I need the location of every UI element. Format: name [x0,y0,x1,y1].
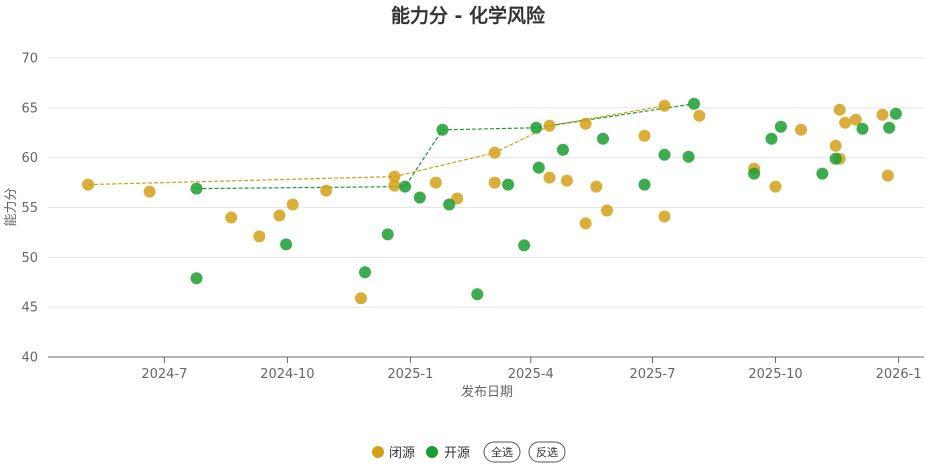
point-open[interactable] [829,152,842,165]
point-open[interactable] [682,150,695,163]
point-closed[interactable] [658,210,671,223]
x-tick-label: 2025-7 [629,367,675,382]
select-all-label: 全选 [491,445,513,459]
y-tick-label: 50 [21,251,38,266]
point-open[interactable] [658,148,671,161]
point-open[interactable] [748,167,761,180]
invert-selection-pill [528,441,566,463]
point-closed[interactable] [388,170,401,183]
x-tick-label: 2026-1 [876,367,922,382]
point-closed[interactable] [590,180,603,193]
point-open[interactable] [638,178,651,191]
legend: 闭源 开源 全选 反选 [372,441,566,463]
point-open[interactable] [280,238,293,251]
point-closed[interactable] [693,109,706,122]
point-closed[interactable] [388,179,401,192]
point-open[interactable] [518,239,531,252]
point-closed[interactable] [320,184,333,197]
point-closed[interactable] [658,99,671,112]
select-all-pill [483,441,521,463]
scatter-points [82,97,902,305]
point-open[interactable] [530,121,543,134]
legend-marker-open [426,446,438,458]
point-closed[interactable] [488,146,501,159]
x-axis-title: 发布日期 [461,384,513,400]
point-closed[interactable] [286,198,299,211]
x-tick-label: 2024-10 [260,367,314,382]
point-closed[interactable] [881,169,894,182]
point-open[interactable] [399,180,412,193]
legend-item-open[interactable]: 开源 [426,446,470,461]
y-tick-label: 65 [21,101,38,116]
y-axis-title: 能力分 [4,187,19,226]
point-open[interactable] [502,178,515,191]
point-open[interactable] [889,107,902,120]
x-tick-label: 2024-7 [141,367,187,382]
point-closed[interactable] [560,174,573,187]
frontier-line-open [196,103,695,190]
point-open[interactable] [774,120,787,133]
point-closed[interactable] [579,217,592,230]
y-tick-label: 60 [21,151,38,166]
point-open[interactable] [597,132,609,145]
point-closed[interactable] [253,230,266,243]
point-open[interactable] [688,97,700,110]
point-open[interactable] [883,121,896,134]
legend-label-open: 开源 [444,446,470,461]
y-tick-label: 40 [21,351,38,366]
select-all-button[interactable]: 全选 [483,441,521,463]
point-open[interactable] [436,123,449,136]
point-closed[interactable] [543,119,556,132]
point-open[interactable] [381,228,394,241]
point-closed[interactable] [638,129,651,142]
point-closed[interactable] [355,292,367,305]
point-closed[interactable] [876,108,889,121]
point-closed[interactable] [143,185,156,198]
point-closed[interactable] [429,176,442,189]
point-closed[interactable] [833,103,846,116]
point-closed[interactable] [579,117,592,130]
point-closed[interactable] [488,176,501,189]
point-open[interactable] [443,198,456,211]
point-closed[interactable] [839,116,852,129]
point-closed[interactable] [225,211,238,224]
point-open[interactable] [856,122,869,135]
point-closed[interactable] [543,171,556,184]
point-closed[interactable] [849,113,862,126]
chart-title: 能力分 - 化学风险 [391,4,546,27]
invert-selection-label: 反选 [536,446,558,459]
x-axis-ticks: 2024-7 2024-10 2025-1 2025-4 2025-7 2025-10 20… [141,357,922,382]
y-tick-label: 45 [21,301,38,316]
legend-marker-closed [372,446,384,458]
point-open[interactable] [532,161,545,174]
point-open[interactable] [190,182,203,195]
x-tick-label: 2025-4 [508,367,554,382]
point-open[interactable] [190,272,203,285]
gridlines [48,57,924,308]
legend-label-closed: 闭源 [389,446,415,461]
y-axis-ticks: 40 45 50 55 60 65 70 [21,52,38,366]
point-open[interactable] [816,167,829,180]
x-tick-label: 2025-1 [387,367,433,382]
point-open[interactable] [765,132,778,145]
legend-item-closed[interactable]: 闭源 [372,446,415,461]
point-closed[interactable] [769,180,782,193]
invert-selection-button[interactable]: 反选 [528,441,566,463]
point-open[interactable] [471,288,484,301]
y-tick-label: 70 [21,52,38,67]
point-closed[interactable] [829,139,842,152]
y-tick-label: 55 [21,201,38,216]
point-open[interactable] [413,191,426,204]
point-open[interactable] [556,143,569,156]
point-closed[interactable] [273,209,286,222]
point-closed[interactable] [601,204,613,217]
x-tick-label: 2025-10 [748,367,802,382]
frontier-line-closed [88,105,665,186]
point-closed[interactable] [82,178,95,191]
point-open[interactable] [359,266,371,279]
point-closed[interactable] [795,123,807,136]
